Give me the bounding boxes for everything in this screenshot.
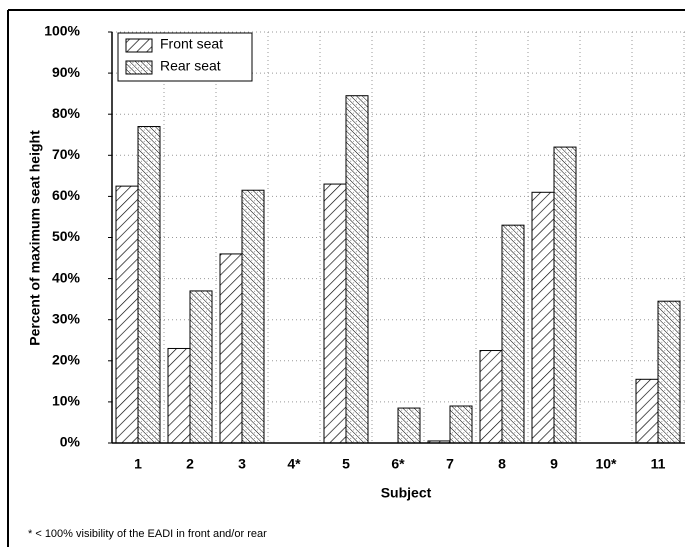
- bar: [449, 405, 473, 444]
- y-tick-label: 90%: [52, 64, 81, 80]
- y-tick-label: 50%: [52, 228, 81, 244]
- footnote: * < 100% visibility of the EADI in front…: [28, 528, 267, 540]
- bar: [115, 185, 139, 444]
- bar: [657, 300, 681, 444]
- legend-swatch: [125, 38, 153, 53]
- y-tick-label: 70%: [52, 146, 81, 162]
- x-tick-label: 3: [238, 456, 246, 472]
- y-tick-label: 100%: [44, 23, 80, 39]
- x-tick-label: 8: [498, 456, 506, 472]
- legend-swatch: [125, 60, 153, 75]
- bar: [137, 126, 161, 444]
- x-tick-label: 5: [342, 456, 350, 472]
- bar: [323, 183, 347, 444]
- x-tick-label: 10*: [595, 456, 617, 472]
- bar: [479, 350, 503, 444]
- x-tick-label: 11: [651, 456, 666, 472]
- bar: [167, 347, 191, 444]
- x-tick-label: 2: [186, 456, 194, 472]
- bar: [501, 224, 525, 444]
- bar: [241, 189, 265, 444]
- bar: [397, 407, 421, 444]
- x-tick-label: 7: [446, 456, 454, 472]
- legend-label: Front seat: [160, 36, 223, 52]
- bar: [635, 378, 659, 444]
- bar: [345, 95, 369, 444]
- bar: [219, 253, 243, 444]
- x-axis-label: Subject: [381, 485, 432, 501]
- y-tick-label: 60%: [52, 187, 81, 203]
- y-axis-label: Percent of maximum seat height: [27, 130, 43, 346]
- y-tick-label: 20%: [52, 352, 81, 368]
- bar: [531, 191, 555, 444]
- x-tick-label: 4*: [287, 456, 301, 472]
- y-tick-label: 30%: [52, 310, 81, 326]
- x-tick-label: 9: [550, 456, 558, 472]
- y-tick-label: 40%: [52, 269, 81, 285]
- bar: [189, 290, 213, 444]
- y-tick-label: 10%: [52, 393, 81, 409]
- bar: [553, 146, 577, 444]
- x-tick-label: 6*: [391, 456, 405, 472]
- legend-label: Rear seat: [160, 58, 221, 74]
- y-tick-label: 0%: [60, 434, 81, 450]
- x-tick-label: 1: [134, 456, 142, 472]
- y-tick-label: 80%: [52, 105, 81, 121]
